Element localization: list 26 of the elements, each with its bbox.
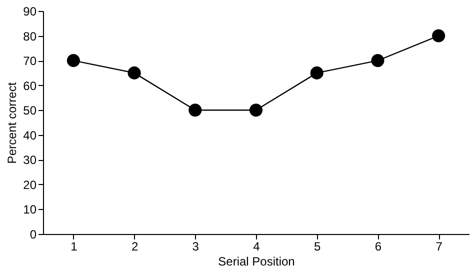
y-tick-label: 10 [23, 202, 37, 217]
point [310, 66, 324, 80]
y-tick-label: 80 [23, 29, 37, 44]
x-tick-label: 5 [314, 240, 322, 254]
y-tick-label: 30 [23, 153, 37, 168]
x-tick-label: 2 [131, 240, 138, 254]
point [249, 104, 263, 117]
y-axis-title: Percent correct [5, 82, 20, 164]
x-tick-label: 7 [436, 240, 443, 254]
point [128, 66, 141, 80]
x-axis-title: Serial Position [218, 254, 295, 268]
x-tick-label: 4 [253, 240, 260, 254]
x-tick-label: 3 [192, 240, 200, 254]
point [371, 54, 384, 68]
y-tick-label: 50 [23, 104, 37, 118]
y-tick-label: 40 [23, 128, 37, 142]
x-tick-label: 1 [70, 240, 78, 254]
point [432, 29, 446, 42]
y-tick-label: 70 [23, 54, 37, 68]
y-tick-label: 60 [23, 78, 37, 93]
y-tick-label: 90 [23, 4, 37, 18]
point [188, 104, 202, 117]
y-tick-label: 0 [30, 228, 37, 242]
x-tick-label: 6 [374, 240, 382, 254]
point [66, 54, 80, 68]
y-tick-label: 20 [23, 178, 37, 192]
